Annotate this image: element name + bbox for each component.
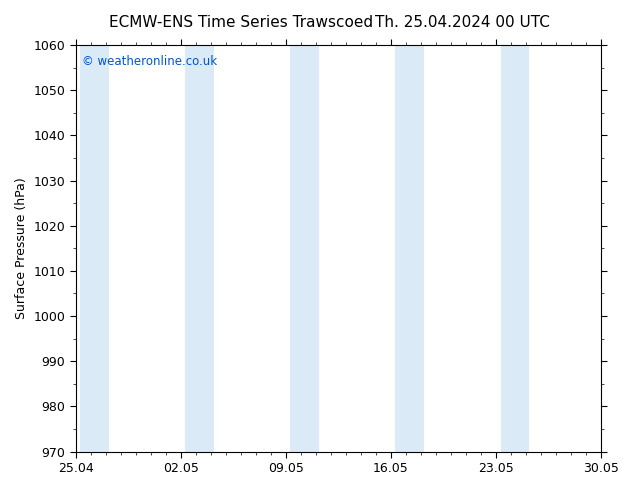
Text: © weatheronline.co.uk: © weatheronline.co.uk <box>82 55 217 68</box>
Bar <box>185 45 214 452</box>
Text: ECMW-ENS Time Series Trawscoed: ECMW-ENS Time Series Trawscoed <box>109 15 373 30</box>
Bar <box>290 45 319 452</box>
Bar <box>81 45 109 452</box>
Y-axis label: Surface Pressure (hPa): Surface Pressure (hPa) <box>15 177 28 319</box>
Text: Th. 25.04.2024 00 UTC: Th. 25.04.2024 00 UTC <box>375 15 550 30</box>
Bar <box>500 45 529 452</box>
Bar <box>396 45 424 452</box>
